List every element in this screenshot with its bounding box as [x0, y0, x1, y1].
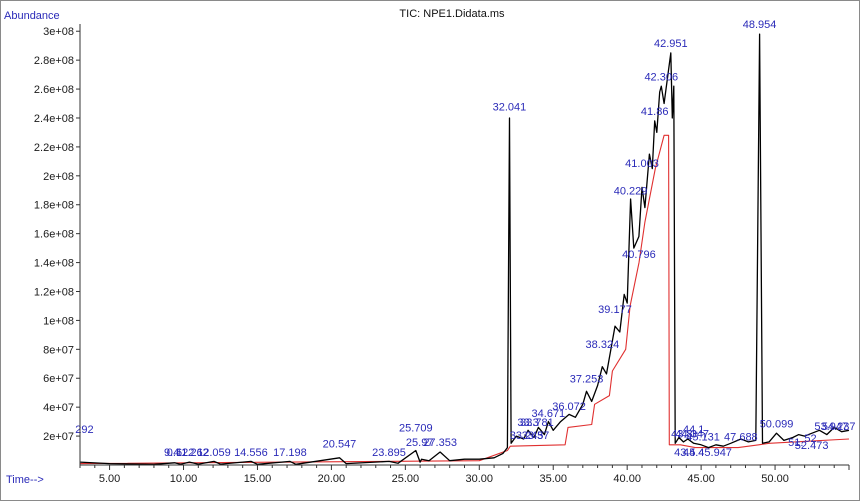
- series-layer: [79, 33, 850, 465]
- x-axis: 5.00 10.00 15.00 20.00 25.00 30.00 35.00 40.00 4…: [79, 465, 850, 485]
- peak-label: 44.347: [675, 428, 709, 440]
- peak-label: 32.041: [493, 102, 527, 114]
- x-tick-label: 25.00: [392, 473, 420, 485]
- y-tick-label: 1.2e+08: [34, 286, 74, 298]
- peak-label: 292: [75, 424, 93, 436]
- peak-label: 43.5: [674, 447, 695, 459]
- peak-label: 45.947: [698, 447, 732, 459]
- peak-label: 34.671: [532, 408, 566, 420]
- peak-label: 41.86: [641, 106, 669, 118]
- y-tick-label: 1.8e+08: [34, 200, 74, 212]
- y-tick-label: 1.4e+08: [34, 258, 74, 270]
- peak-label: 48.954: [743, 19, 777, 31]
- x-tick-label: 45.00: [687, 473, 715, 485]
- x-tick-label: 35.00: [539, 473, 567, 485]
- x-tick-label: 20.00: [318, 473, 346, 485]
- peak-label: 45.131: [686, 431, 720, 443]
- x-tick-label: 50.00: [761, 473, 789, 485]
- y-tick-label: 1e+08: [43, 315, 74, 327]
- peak-label: 11.262: [176, 447, 209, 459]
- y-tick-label: 8e+07: [43, 344, 74, 356]
- peak-label: 33.781: [520, 417, 554, 429]
- peak-label: 51.: [788, 437, 803, 449]
- peak-label: 37.253: [570, 373, 604, 385]
- peak-label: 42.951: [654, 38, 688, 50]
- x-axis-title: Time-->: [6, 474, 44, 486]
- y-tick-label: 2e+08: [43, 171, 74, 183]
- x-tick-label: 30.00: [466, 473, 494, 485]
- peak-label: 25.97: [406, 437, 434, 449]
- x-tick-label: 40.00: [613, 473, 641, 485]
- peak-label: 36.072: [552, 401, 586, 413]
- peak-label: 39.177: [598, 304, 632, 316]
- peak-label: 27.353: [423, 437, 457, 449]
- peak-label: 9.4: [164, 447, 179, 459]
- y-axis: 2e+07 4e+07 6e+07 8e+07 1e+08 1.2e+08 1.4e+08 1…: [34, 26, 80, 443]
- peak-label: 52: [804, 433, 816, 445]
- peak-label: 23.895: [372, 447, 406, 459]
- y-tick-label: 4e+07: [43, 402, 74, 414]
- x-tick-label: 15.00: [244, 473, 272, 485]
- peak-label: 44.1: [683, 424, 704, 436]
- y-tick-label: 2.4e+08: [34, 113, 74, 125]
- peak-label: 47.688: [724, 431, 758, 443]
- peak-label: 14.556: [234, 447, 268, 459]
- baseline-line: [79, 134, 850, 465]
- y-tick-label: 2e+07: [43, 431, 74, 443]
- plot-area: [80, 24, 849, 465]
- y-axis-title: Abundance: [4, 10, 60, 22]
- peak-label: 40.229: [614, 186, 648, 198]
- peak-label: 44.4: [683, 447, 704, 459]
- peak-label: 33.37: [522, 430, 550, 442]
- peak-label: 40.796: [622, 249, 656, 261]
- peak-label: 41.003: [625, 158, 659, 170]
- y-tick-label: 2.2e+08: [34, 142, 74, 154]
- y-tick-label: 1.6e+08: [34, 229, 74, 241]
- peak-label: 20.547: [323, 439, 357, 451]
- peak-label: 33.3: [517, 417, 538, 429]
- y-tick-label: 2.6e+08: [34, 84, 74, 96]
- peak-label: 0.622: [167, 447, 195, 459]
- peak-label: 42.306: [644, 71, 678, 83]
- peak-label: 25.709: [399, 423, 433, 435]
- x-tick-label: 5.00: [99, 473, 120, 485]
- y-tick-label: 2.8e+08: [34, 55, 74, 67]
- x-tick-label: 10.00: [170, 473, 198, 485]
- peak-label: 43.8: [671, 428, 692, 440]
- peak-label: 17.198: [273, 447, 307, 459]
- peak-label: 12.059: [197, 447, 231, 459]
- peak-label: 54.237: [822, 421, 856, 433]
- y-tick-label: 3e+08: [43, 26, 74, 38]
- peak-label: 50.099: [760, 418, 794, 430]
- peak-label: 33.245: [510, 430, 544, 442]
- y-tick-label: 6e+07: [43, 373, 74, 385]
- peak-label: 52.473: [795, 440, 829, 452]
- tic-trace-line: [79, 33, 850, 465]
- chart-title: TIC: NPE1.Didata.ms: [399, 8, 505, 20]
- peak-label: 38.324: [586, 339, 620, 351]
- peak-label: 53.947: [814, 421, 848, 433]
